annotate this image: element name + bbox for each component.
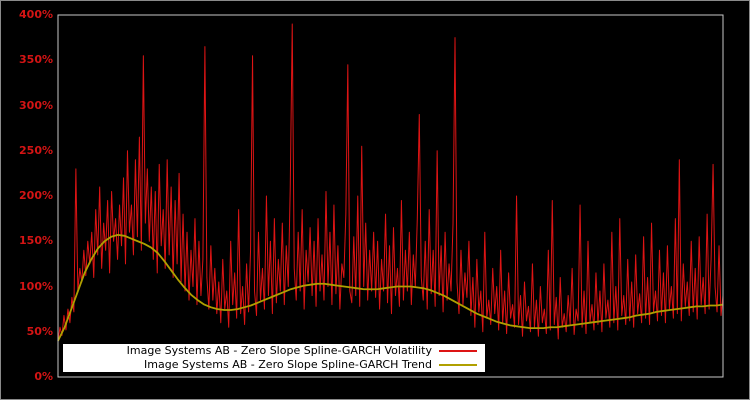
legend-item-trend: Image Systems AB - Zero Slope Spline-GAR… bbox=[71, 357, 477, 372]
y-tick-label: 350% bbox=[19, 53, 53, 67]
y-tick-label: 400% bbox=[19, 8, 53, 21]
y-tick-label: 150% bbox=[19, 234, 53, 248]
legend-label-trend: Image Systems AB - Zero Slope Spline-GAR… bbox=[144, 357, 432, 371]
volatility-line-sample-icon bbox=[439, 350, 477, 353]
y-tick-label: 100% bbox=[19, 279, 53, 293]
y-tick-label: 50% bbox=[26, 324, 53, 338]
y-tick-label: 300% bbox=[19, 98, 53, 112]
legend: Image Systems AB - Zero Slope Spline-GAR… bbox=[63, 344, 485, 372]
legend-label-volatility: Image Systems AB - Zero Slope Spline-GAR… bbox=[126, 344, 432, 358]
y-tick-label: 200% bbox=[19, 189, 53, 202]
y-tick-label: 250% bbox=[19, 143, 53, 157]
legend-item-volatility: Image Systems AB - Zero Slope Spline-GAR… bbox=[71, 345, 477, 358]
trend-line-sample-icon bbox=[439, 363, 477, 366]
y-tick-label: 0% bbox=[34, 370, 53, 383]
